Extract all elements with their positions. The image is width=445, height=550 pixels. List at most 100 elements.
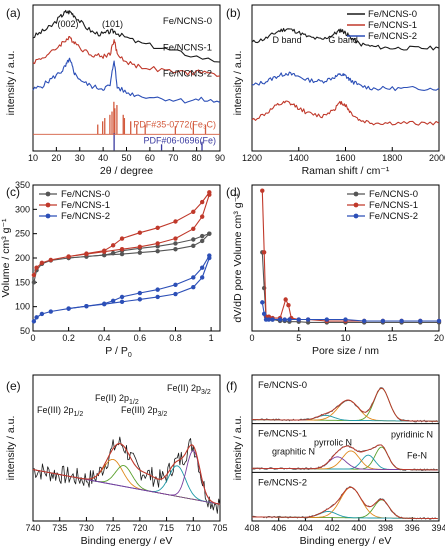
isotherm-point [119, 294, 125, 300]
x-tick-label: 60 [145, 153, 155, 163]
subpanel-label: Fe/NCNS-1 [258, 429, 307, 440]
y-axis-label: intensity / a.u. [5, 51, 17, 116]
isotherm-point [191, 226, 196, 231]
isotherm-point [207, 231, 212, 236]
x-tick-label: 50 [121, 153, 131, 163]
reference-label: PDF#06-0696(Fe) [143, 135, 216, 145]
x-tick-label: 80 [192, 153, 202, 163]
pore-point [261, 311, 267, 317]
isotherm-point [137, 290, 143, 296]
x-tick-label: 402 [325, 523, 340, 533]
n1s-envelope [251, 486, 438, 520]
pore-point [362, 318, 367, 324]
isotherm-point [110, 250, 116, 256]
legend-label: Fe/NCNS-1 [368, 20, 417, 31]
isotherm-point [199, 238, 205, 244]
x-tick-label: 396 [405, 523, 420, 533]
isotherm-point [119, 236, 125, 241]
isotherm-point [39, 311, 45, 317]
legend-marker [353, 191, 359, 197]
isotherm-point [173, 219, 178, 224]
x-tick-label: 710 [186, 523, 201, 533]
legend-label: Fe/NCNS-2 [368, 31, 417, 42]
isotherm-line [33, 257, 210, 322]
pore-point [277, 317, 283, 322]
pore-point [296, 317, 301, 322]
x-tick-label: 725 [106, 523, 121, 533]
isotherm-point [110, 298, 116, 304]
peak-annotation: Fe(III) 2p1/2 [37, 405, 83, 418]
isotherm-point [199, 233, 205, 239]
pore-point [399, 318, 404, 324]
y-tick-label: 200 [15, 253, 30, 263]
pore-line [261, 252, 439, 323]
isotherm-point [173, 291, 178, 297]
isotherm-point [137, 244, 143, 250]
isotherm-point [173, 236, 178, 241]
isotherm-point [84, 251, 89, 256]
x-tick-label: 90 [215, 153, 225, 163]
isotherm-point [199, 265, 205, 270]
legend-label: Fe/NCNS-1 [61, 200, 110, 211]
isotherm-point [48, 309, 54, 314]
x-tick-label: 730 [79, 523, 94, 533]
peak-label: (002) [58, 19, 79, 29]
pore-point [436, 318, 442, 324]
pore-point [282, 317, 287, 322]
isotherm-point [119, 247, 125, 252]
isotherm-point [119, 299, 125, 304]
isotherm-point [191, 275, 196, 280]
x-tick-label: 406 [271, 523, 286, 533]
n1s-envelope [252, 444, 438, 471]
pore-point [418, 318, 423, 324]
x-axis-label: 2θ / degree [100, 165, 153, 177]
x-tick-label: 715 [159, 523, 174, 533]
isotherm-point [102, 248, 107, 253]
y-tick-label: 300 [15, 204, 30, 214]
isotherm-point [102, 252, 107, 258]
series-label: Fe/NCNS-1 [163, 42, 212, 53]
pore-point [305, 317, 311, 322]
isotherm-point [66, 254, 71, 259]
panel-label: (a) [6, 6, 21, 20]
isotherm-point [31, 272, 37, 278]
x-tick-label: 0.2 [62, 333, 75, 343]
isotherm-point [137, 230, 143, 235]
peak-annotation-sub: 3/2 [201, 389, 211, 396]
pore-point [260, 188, 265, 193]
x-tick-label: 408 [244, 523, 259, 533]
x-tick-label: 15 [387, 333, 397, 343]
legend-label: Fe/NCNS-0 [368, 9, 417, 20]
peak-annotation-sub: 1/2 [74, 411, 84, 418]
pore-point [260, 300, 265, 305]
x-tick-label: 70 [168, 153, 178, 163]
y-axis-label: intensity / a.u. [232, 51, 244, 116]
panel-c: 0 0.2 0.4 0.6 0.8 150100150200250300350Volume… [0, 180, 221, 359]
subpanel-label: Fe/NCNS-0 [258, 380, 307, 391]
x-tick-label: 0.4 [98, 333, 111, 343]
panel-d: 0 5 10 15 20 dV/dD pore Volume cm³ g⁻¹ Pore si… [226, 184, 444, 357]
pore-point [261, 250, 267, 255]
isotherm-point [102, 301, 107, 306]
x-tick-label: 0 [30, 333, 35, 343]
legend-marker [353, 202, 359, 208]
isotherm-point [84, 303, 89, 309]
isotherm-point [199, 199, 205, 205]
n1s-fit-peak [252, 387, 438, 422]
isotherm-point [34, 315, 39, 320]
panel-label: (c) [6, 185, 20, 199]
isotherm-point [155, 241, 160, 246]
x-tick-label: 720 [132, 523, 147, 533]
xrd-line [32, 57, 221, 104]
y-axis-label: Volume / cm³ g⁻¹ [0, 218, 12, 298]
pore-point [283, 297, 288, 302]
series-label: Fe/NCNS-2 [163, 69, 212, 80]
isotherm-point [155, 248, 160, 254]
panel-b: 1200 1400 1600 1800 2000 intensity / a.u. Rama… [226, 4, 445, 177]
peak-annotation: pyrrolic N [314, 438, 352, 448]
legend-label: Fe/NCNS-0 [369, 189, 418, 200]
isotherm-point [39, 260, 45, 266]
isotherm-point [191, 209, 196, 214]
band-label: G band [328, 35, 358, 45]
x-tick-label: 1200 [242, 153, 262, 163]
